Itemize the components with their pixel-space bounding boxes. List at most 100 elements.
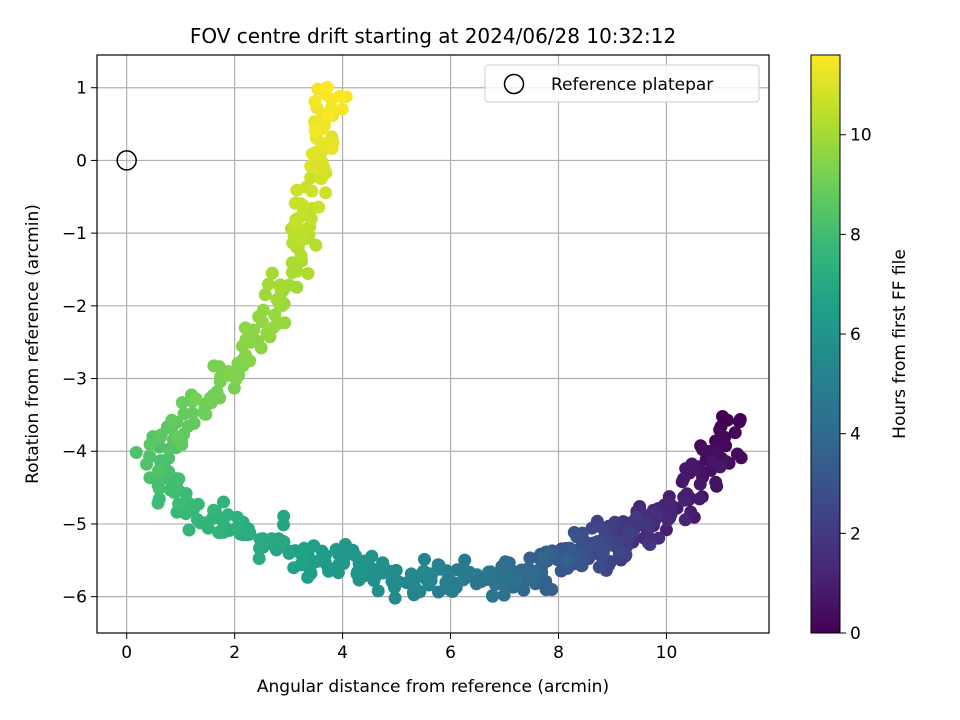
- data-point: [220, 368, 234, 382]
- data-point: [318, 118, 332, 132]
- data-point: [537, 551, 551, 565]
- data-point: [305, 147, 319, 161]
- x-tick-label: 10: [656, 643, 678, 663]
- data-point: [563, 541, 577, 555]
- colorbar-tick-label: 2: [850, 524, 861, 544]
- data-point: [253, 532, 267, 546]
- data-point: [659, 523, 673, 537]
- y-tick-label: 0: [76, 151, 87, 171]
- x-tick-label: 2: [229, 643, 240, 663]
- data-point: [560, 554, 574, 568]
- data-point: [371, 584, 385, 598]
- x-axis-label: Angular distance from reference (arcmin): [257, 677, 609, 697]
- data-point: [405, 571, 419, 584]
- data-point: [678, 513, 692, 527]
- data-point: [189, 392, 203, 406]
- data-point: [270, 293, 284, 307]
- data-point: [244, 335, 258, 349]
- data-point: [308, 95, 322, 108]
- data-point: [294, 234, 308, 248]
- data-point: [190, 513, 204, 527]
- data-point: [304, 159, 318, 173]
- data-point: [258, 288, 272, 302]
- data-point: [309, 238, 323, 252]
- colorbar-label: Hours from first FF file: [890, 249, 910, 439]
- data-point: [231, 520, 245, 534]
- data-point: [267, 320, 281, 334]
- data-point: [143, 471, 157, 485]
- data-point: [143, 438, 157, 451]
- data-point: [612, 546, 626, 559]
- y-axis-ticks: 1 0 −1 −2 −3 −4 −5 −6: [62, 79, 97, 608]
- colorbar: 0 2 4 6 8 10 Hours from first FF file: [810, 54, 910, 644]
- reference-marker-group: [116, 150, 137, 171]
- data-point: [254, 341, 268, 355]
- scatter-points: [129, 80, 748, 605]
- data-point: [314, 163, 328, 177]
- data-point: [678, 493, 692, 507]
- data-point: [321, 108, 335, 122]
- legend-label: Reference platepar: [551, 75, 713, 95]
- data-point: [290, 264, 304, 278]
- data-point: [523, 551, 537, 565]
- y-tick-label: −2: [62, 297, 87, 317]
- data-point: [182, 523, 196, 537]
- data-point: [243, 354, 257, 368]
- y-tick-label: −4: [62, 442, 87, 462]
- data-point: [325, 142, 339, 155]
- data-point: [596, 546, 610, 560]
- data-point: [276, 534, 289, 548]
- data-point: [349, 549, 362, 563]
- data-point: [216, 512, 230, 526]
- data-point: [733, 413, 747, 426]
- data-point: [319, 548, 332, 562]
- data-point: [299, 223, 313, 237]
- data-point: [713, 460, 727, 474]
- data-point: [492, 574, 506, 588]
- data-point: [295, 558, 309, 572]
- data-point: [486, 589, 499, 602]
- colorbar-tick-label: 6: [850, 325, 861, 345]
- data-point: [459, 564, 472, 578]
- data-point: [497, 588, 511, 602]
- colorbar-tick-label: 0: [850, 624, 861, 644]
- data-point: [333, 89, 347, 103]
- data-point: [312, 200, 326, 214]
- data-point: [320, 80, 334, 94]
- data-point: [350, 567, 364, 581]
- data-point: [294, 249, 308, 263]
- plot-frame: [96, 54, 770, 634]
- data-point: [207, 503, 221, 517]
- data-point: [172, 497, 186, 511]
- data-point: [203, 391, 217, 405]
- x-tick-label: 6: [445, 643, 456, 663]
- data-point: [186, 406, 199, 420]
- colorbar-tick-label: 10: [850, 126, 872, 146]
- data-point: [252, 552, 266, 565]
- data-point: [238, 321, 252, 335]
- data-point: [629, 510, 643, 524]
- data-point: [217, 495, 230, 509]
- data-point: [728, 426, 742, 440]
- data-point: [338, 549, 352, 563]
- legend-box: [484, 64, 760, 103]
- data-point: [261, 277, 275, 291]
- x-tick-label: 0: [121, 643, 132, 663]
- data-point: [707, 445, 721, 459]
- data-point: [308, 123, 322, 137]
- data-point: [288, 217, 302, 230]
- data-point: [305, 184, 319, 198]
- y-tick-label: −6: [62, 588, 87, 608]
- y-tick-label: −1: [62, 224, 87, 244]
- data-point: [265, 266, 279, 280]
- data-point: [385, 575, 399, 589]
- data-point: [171, 430, 184, 444]
- data-point: [592, 560, 606, 574]
- data-point: [713, 423, 727, 437]
- data-point: [624, 526, 638, 539]
- data-point: [590, 535, 604, 549]
- data-point: [301, 267, 315, 280]
- data-point: [273, 280, 287, 294]
- data-point: [129, 446, 143, 459]
- x-tick-label: 8: [553, 643, 564, 663]
